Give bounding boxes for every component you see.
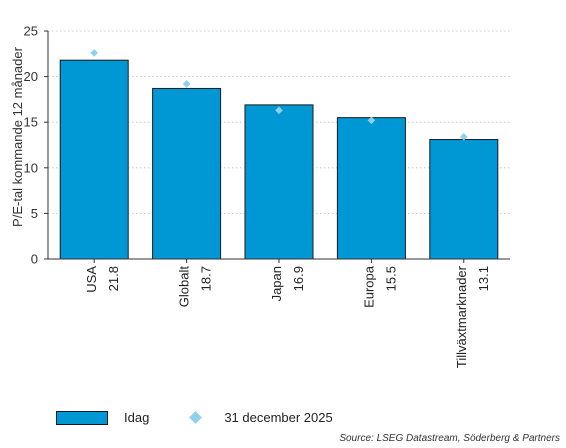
marker-europa xyxy=(367,116,376,125)
y-axis-label: P/E-tal kommande 12 månader xyxy=(10,46,25,227)
value-label: 18.7 xyxy=(199,266,214,291)
axes: 0 5 10 15 20 25 xyxy=(24,24,510,267)
legend-marker-label: 31 december 2025 xyxy=(224,410,333,425)
marker-usa xyxy=(90,49,98,57)
value-label: 15.5 xyxy=(383,266,398,291)
source-note: Source: LSEG Datastream, Söderberg & Par… xyxy=(339,433,560,444)
marker-japan xyxy=(275,106,283,115)
legend-bar-swatch xyxy=(56,410,108,425)
category-label: Globalt xyxy=(177,266,192,308)
legend-item-bar: Idag xyxy=(56,410,149,425)
category-label: Europa xyxy=(361,265,376,308)
y-tick-label: 15 xyxy=(24,115,38,130)
value-label: 21.8 xyxy=(106,266,121,291)
bar-globalt xyxy=(152,87,222,260)
bar-japan xyxy=(244,104,314,260)
value-label: 13.1 xyxy=(476,266,491,291)
y-tick-label: 5 xyxy=(31,206,38,221)
bar-tillväxtmarknader xyxy=(429,139,499,260)
bar-europa xyxy=(336,117,406,260)
markers xyxy=(90,49,468,141)
y-tick-label: 0 xyxy=(31,252,38,267)
category-label: USA xyxy=(84,266,99,293)
legend: Idag 31 december 2025 xyxy=(56,410,333,425)
y-tick-label: 25 xyxy=(24,24,38,39)
category-label: Tillväxtmarknader xyxy=(454,265,469,368)
value-label: 16.9 xyxy=(291,266,306,291)
category-labels: USA 21.8 Globalt 18.7 Japan 16.9 Europa 15.5 Til… xyxy=(84,265,491,368)
y-tick-label: 10 xyxy=(24,160,38,175)
marker-globalt xyxy=(182,80,191,88)
category-label: Japan xyxy=(269,266,284,301)
marker-tillväxtmarknader xyxy=(460,132,468,141)
bar-usa xyxy=(59,59,129,260)
legend-diamond-icon xyxy=(189,411,203,424)
legend-bar-label: Idag xyxy=(124,410,150,425)
y-tick-label: 20 xyxy=(24,69,38,84)
legend-item-marker: 31 december 2025 xyxy=(189,410,333,425)
bars xyxy=(59,59,499,260)
